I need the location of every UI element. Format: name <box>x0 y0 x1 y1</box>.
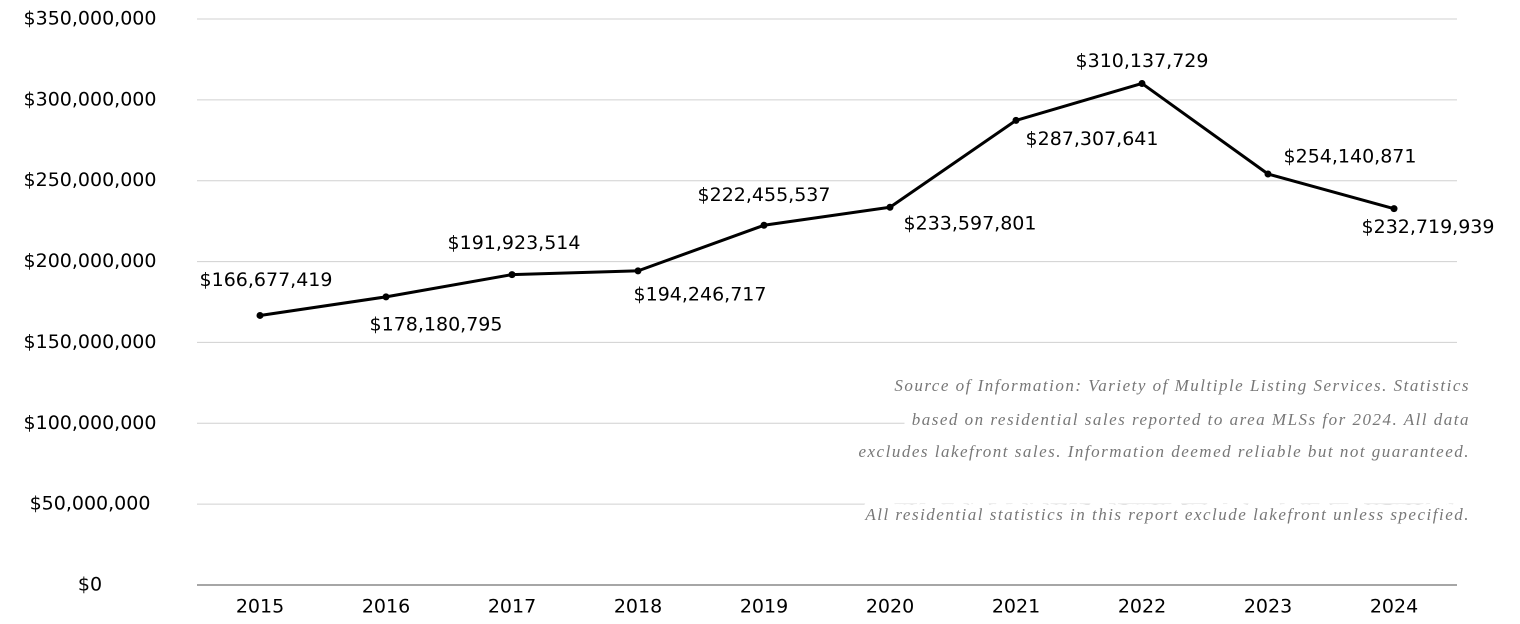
source-note: based on residential sales reported to a… <box>912 410 1470 429</box>
source-note: Source of Information: Variety of Multip… <box>894 376 1470 395</box>
y-tick-label: $300,000,000 <box>24 88 157 110</box>
point <box>1264 170 1272 178</box>
x-tick-label: 2024 <box>1370 596 1418 618</box>
x-tick-label: 2015 <box>236 596 284 618</box>
x-tick-label: 2021 <box>992 596 1040 618</box>
y-tick-label: $150,000,000 <box>24 331 157 353</box>
y-tick-label: $200,000,000 <box>24 250 157 272</box>
x-tick-label: 2023 <box>1244 596 1292 618</box>
y-tick-label: $100,000,000 <box>24 412 157 434</box>
data-label: $178,180,795 <box>370 313 503 335</box>
data-label: $287,307,641 <box>1026 128 1159 150</box>
data-label: $191,923,514 <box>448 232 581 254</box>
y-tick-label: $250,000,000 <box>24 169 157 191</box>
source-note: All residential statistics in this repor… <box>864 505 1470 524</box>
x-tick-label: 2017 <box>488 596 536 618</box>
point <box>256 311 264 319</box>
y-tick-label: $0 <box>78 574 102 596</box>
data-label: $254,140,871 <box>1284 146 1417 168</box>
x-tick-label: 2016 <box>362 596 410 618</box>
point <box>1138 79 1146 87</box>
x-tick-label: 2022 <box>1118 596 1166 618</box>
x-tick-label: 2019 <box>740 596 788 618</box>
x-tick-label: 2018 <box>614 596 662 618</box>
y-tick-label: $50,000,000 <box>30 493 151 515</box>
point <box>1012 116 1020 124</box>
source-note: excludes lakefront sales. Information de… <box>858 442 1470 461</box>
point <box>886 203 894 211</box>
point <box>1390 205 1398 213</box>
data-label: $166,677,419 <box>200 269 333 291</box>
point <box>760 221 768 229</box>
data-label: $222,455,537 <box>698 184 831 206</box>
point <box>634 267 642 275</box>
point <box>382 293 390 301</box>
point <box>508 271 516 279</box>
data-label: $232,719,939 <box>1362 216 1495 238</box>
data-label: $233,597,801 <box>904 213 1037 235</box>
line <box>259 81 1395 317</box>
data-label: $194,246,717 <box>634 283 767 305</box>
x-tick-label: 2020 <box>866 596 914 618</box>
data-label: $310,137,729 <box>1076 50 1209 72</box>
y-tick-label: $350,000,000 <box>24 8 157 30</box>
